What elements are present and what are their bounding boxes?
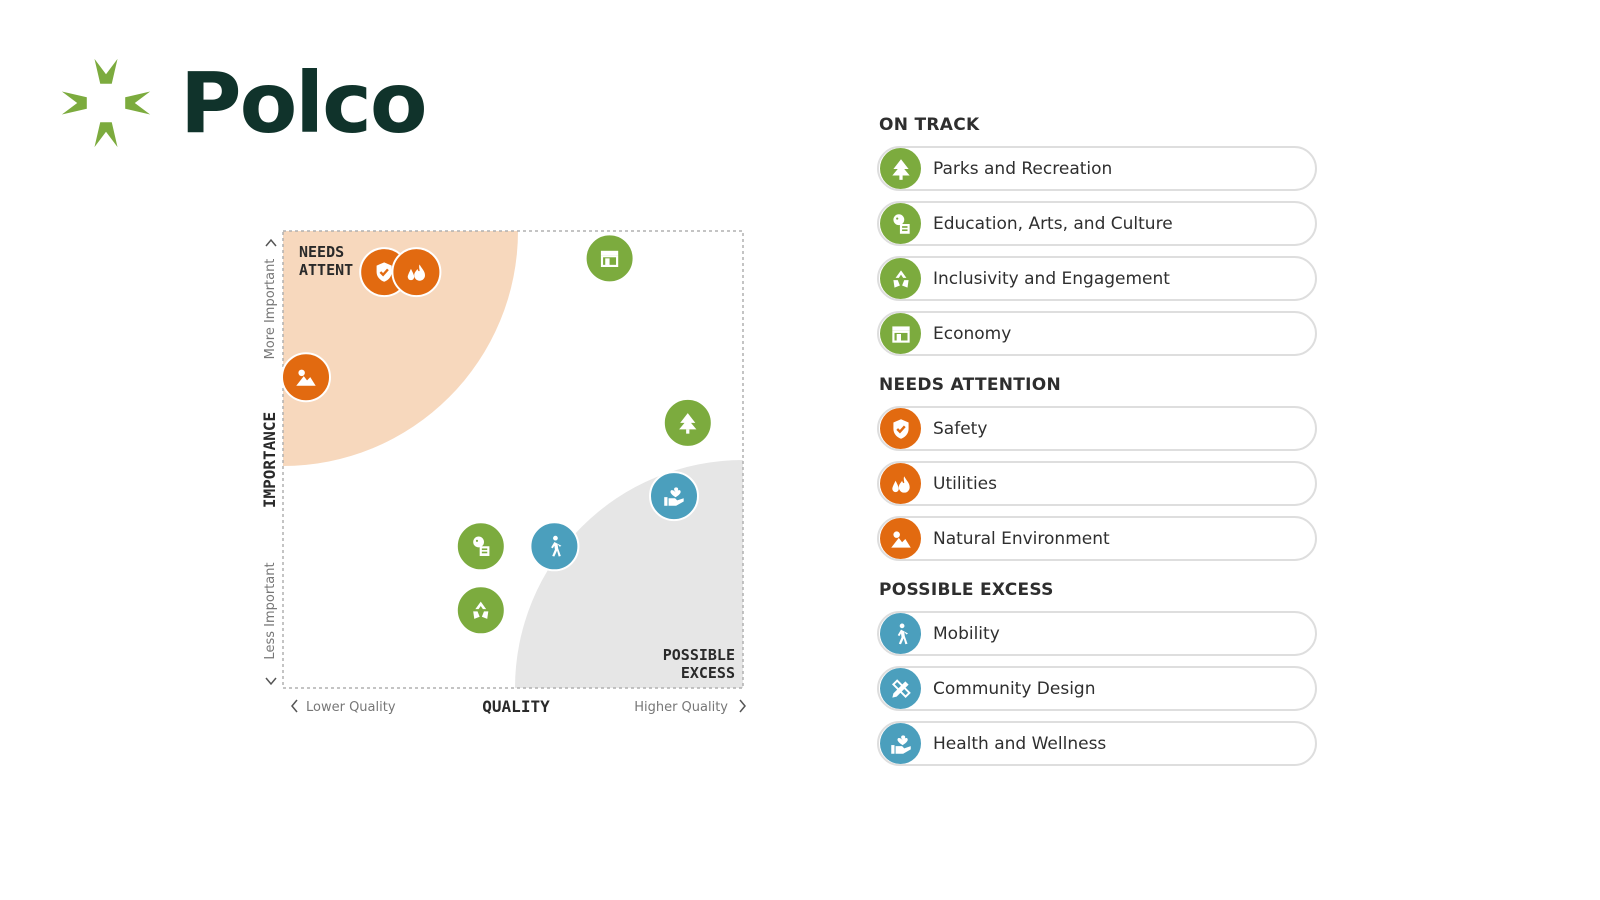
legend-item-economy[interactable]: Economy [877, 311, 1317, 356]
category-legend: ON TRACK Parks and Recreation Education, A… [877, 112, 1337, 782]
legend-group-possible-excess: POSSIBLE EXCESS Mobility Community Design H… [877, 577, 1337, 766]
legend-item-parks-and-recreation[interactable]: Parks and Recreation [877, 146, 1317, 191]
x-low-label: Lower Quality [306, 700, 396, 715]
tree-icon [880, 148, 921, 189]
y-high-label: More Important [263, 259, 278, 360]
importance-quality-chart: NEEDS ATTENT POSSIBLE EXCESS More Import… [260, 230, 746, 716]
chart-point-education-arts-and-culture[interactable] [455, 521, 506, 572]
palette-book-icon [880, 203, 921, 244]
x-high-label: Higher Quality [634, 700, 728, 715]
shield-check-icon [880, 408, 921, 449]
walking-person-icon [551, 535, 562, 557]
recycle-people-icon [473, 601, 489, 619]
legend-group-title: POSSIBLE EXCESS [879, 580, 1054, 600]
needs-attention-region [283, 231, 518, 466]
needs-attention-label-line1: NEEDS [299, 243, 344, 261]
possible-excess-label-line2: EXCESS [681, 664, 735, 682]
chart-point-economy[interactable] [584, 233, 635, 284]
legend-item-label: Mobility [933, 623, 1000, 644]
legend-item-safety[interactable]: Safety [877, 406, 1317, 451]
legend-item-mobility[interactable]: Mobility [877, 611, 1317, 656]
y-low-label: Less Important [263, 562, 278, 659]
legend-item-label: Parks and Recreation [933, 158, 1113, 179]
needs-attention-label-line2: ATTENT [299, 261, 353, 279]
palette-book-icon [473, 536, 490, 556]
polco-wordmark: Polco [180, 54, 428, 152]
chart-point-inclusivity-and-engagement[interactable] [455, 585, 506, 636]
sun-mountain-icon [296, 369, 316, 386]
drops-flame-icon [407, 264, 425, 281]
x-axis-title: QUALITY [482, 697, 550, 716]
pencil-ruler-icon [880, 668, 921, 709]
chart-point-health-and-wellness[interactable] [649, 471, 699, 522]
legend-item-label: Health and Wellness [933, 733, 1107, 754]
legend-group-title: NEEDS ATTENTION [879, 375, 1062, 395]
y-up-chevron-icon [265, 238, 277, 247]
legend-item-label: Education, Arts, and Culture [933, 213, 1173, 234]
chart-point-mobility[interactable] [529, 521, 580, 572]
tree-icon [679, 413, 697, 434]
plot-frame [282, 230, 744, 689]
legend-item-label: Inclusivity and Engagement [933, 268, 1170, 289]
recycle-people-icon [880, 258, 921, 299]
legend-group-title: ON TRACK [879, 115, 980, 135]
hand-heart-icon [664, 487, 684, 506]
legend-item-community-design[interactable]: Community Design [877, 666, 1317, 711]
legend-item-education-arts-and-culture[interactable]: Education, Arts, and Culture [877, 201, 1317, 246]
hand-heart-icon [880, 723, 921, 764]
shield-check-icon [376, 262, 392, 282]
legend-item-label: Utilities [933, 473, 997, 494]
legend-item-label: Natural Environment [933, 528, 1110, 549]
chart-points [281, 233, 713, 636]
chart-point-natural-environment[interactable] [281, 352, 331, 403]
y-down-chevron-icon [265, 677, 277, 686]
legend-group-needs-attention: NEEDS ATTENTION Safety Utilities Natural En… [877, 372, 1337, 561]
chart-point-parks-and-recreation[interactable] [662, 397, 713, 448]
polco-logo-mark-icon [61, 58, 151, 148]
storefront-icon [600, 250, 619, 267]
walking-person-icon [880, 613, 921, 654]
polco-logo: Polco [58, 54, 428, 152]
legend-item-natural-environment[interactable]: Natural Environment [877, 516, 1317, 561]
legend-item-inclusivity-and-engagement[interactable]: Inclusivity and Engagement [877, 256, 1317, 301]
legend-item-label: Safety [933, 418, 988, 439]
storefront-icon [880, 313, 921, 354]
x-left-chevron-icon [291, 699, 298, 713]
sun-mountain-icon [880, 518, 921, 559]
chart-point-utilities[interactable] [391, 247, 442, 298]
legend-item-utilities[interactable]: Utilities [877, 461, 1317, 506]
drops-flame-icon [880, 463, 921, 504]
possible-excess-label-line1: POSSIBLE [663, 646, 735, 664]
legend-item-health-and-wellness[interactable]: Health and Wellness [877, 721, 1317, 766]
legend-item-label: Community Design [933, 678, 1096, 699]
x-right-chevron-icon [739, 699, 746, 713]
legend-group-on-track: ON TRACK Parks and Recreation Education, A… [877, 112, 1337, 356]
y-axis-title: IMPORTANCE [260, 412, 279, 508]
legend-item-label: Economy [933, 323, 1012, 344]
